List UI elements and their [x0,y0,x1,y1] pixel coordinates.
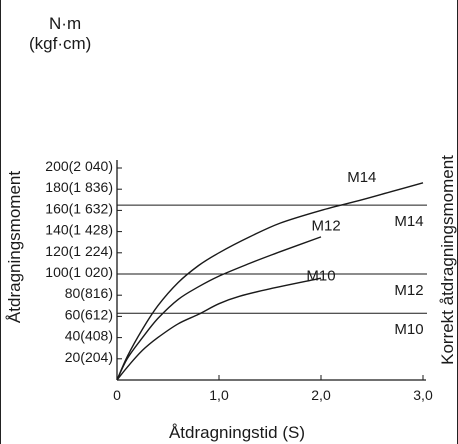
x-tick-label: 2,0 [311,387,331,403]
torque-curves: M14 M12 M10 [116,169,424,381]
y-ticks: 20(204) 40(408) 60(612) 80(816) 100(1 020) 12… [45,158,122,365]
y-tick-label: 160(1 632) [45,200,113,216]
unit-primary: N·m [49,14,82,33]
frame-left-border [0,0,1,444]
y-tick-label: 20(204) [65,349,113,365]
reference-lines: M14 M12 M10 [117,204,427,338]
curve-label-m12: M12 [312,218,341,235]
y-tick-label: 120(1 224) [45,243,113,259]
y-tick-label: 80(816) [65,285,113,301]
y-tick-label: 140(1 428) [45,222,113,238]
x-tick-label: 0 [113,387,121,403]
y-tick-label: 100(1 020) [45,264,113,280]
reference-label-m10: M10 [394,321,423,338]
curve-m14 [116,182,424,381]
x-axis-title: Åtdragningstid (S) [169,423,305,442]
curve-label-m10: M10 [306,267,335,284]
curve-m12 [116,236,322,381]
x-tick-label: 3,0 [413,387,433,403]
x-ticks: 0 1,0 2,0 3,0 [113,375,433,403]
x-tick-label: 1,0 [209,387,229,403]
y-tick-label: 180(1 836) [45,179,113,195]
axes [116,160,426,381]
curve-m10 [116,277,322,381]
y-tick-label: 40(408) [65,328,113,344]
reference-label-m14: M14 [394,213,423,230]
curve-label-m14: M14 [347,169,376,186]
y-tick-label: 60(612) [65,306,113,322]
unit-secondary: (kgf·cm) [29,34,92,53]
y-axis-title: Åtdragningsmoment [5,171,24,323]
y-tick-label: 200(2 040) [45,158,113,174]
right-axis-title: Korrekt åtdragningsmoment [438,155,457,365]
reference-label-m12: M12 [394,282,423,299]
